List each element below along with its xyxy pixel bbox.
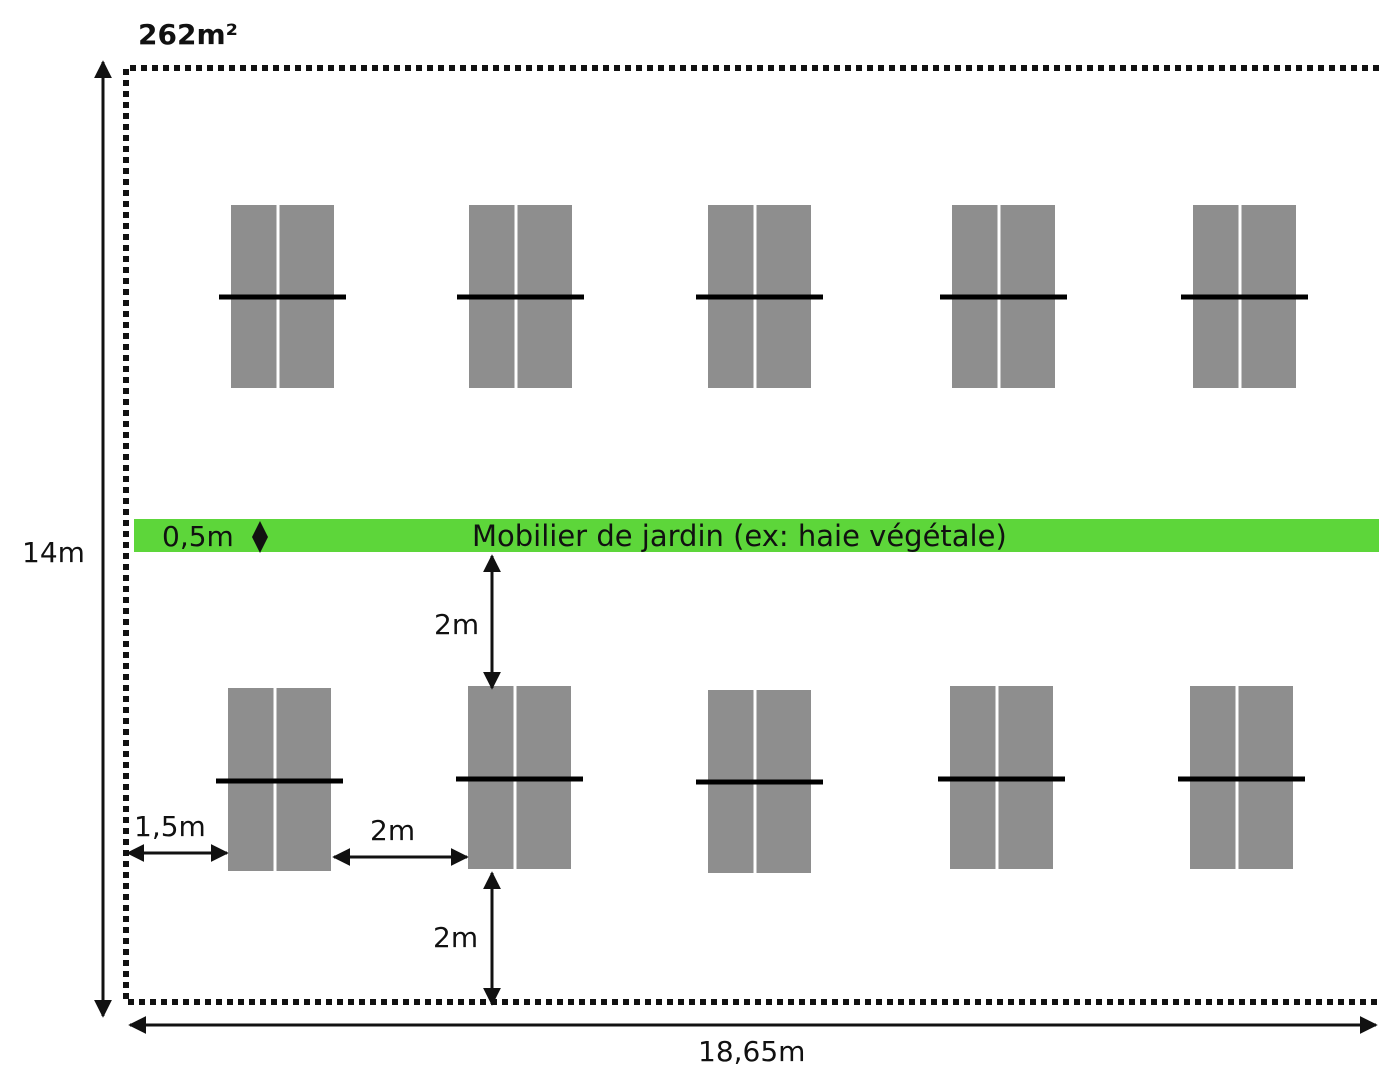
unit — [1181, 205, 1308, 388]
unit — [938, 686, 1065, 869]
height-label: 14m — [22, 536, 85, 569]
plot-border — [123, 65, 1379, 1005]
unit — [216, 688, 343, 871]
hedge-thickness-label: 0,5m — [162, 520, 234, 553]
unit — [457, 205, 584, 388]
side-margin-label: 1,5m — [134, 810, 206, 843]
hedge-band — [134, 519, 1379, 552]
area-label: 262m² — [138, 18, 238, 51]
hedge-label: Mobilier de jardin (ex: haie végétale) — [472, 519, 1007, 553]
width-label: 18,65m — [698, 1035, 805, 1068]
unit — [940, 205, 1067, 388]
unit-gap-label: 2m — [370, 814, 415, 847]
unit — [456, 686, 583, 869]
unit — [696, 205, 823, 388]
hedge-spacing-label: 2m — [434, 608, 479, 641]
top-row — [219, 205, 1308, 388]
unit — [696, 690, 823, 873]
unit-grid — [216, 205, 1308, 873]
unit — [219, 205, 346, 388]
bottom-row — [216, 686, 1305, 873]
unit — [1178, 686, 1305, 869]
bottom-spacing-label: 2m — [433, 921, 478, 954]
hedge-thickness-marker — [252, 521, 268, 553]
